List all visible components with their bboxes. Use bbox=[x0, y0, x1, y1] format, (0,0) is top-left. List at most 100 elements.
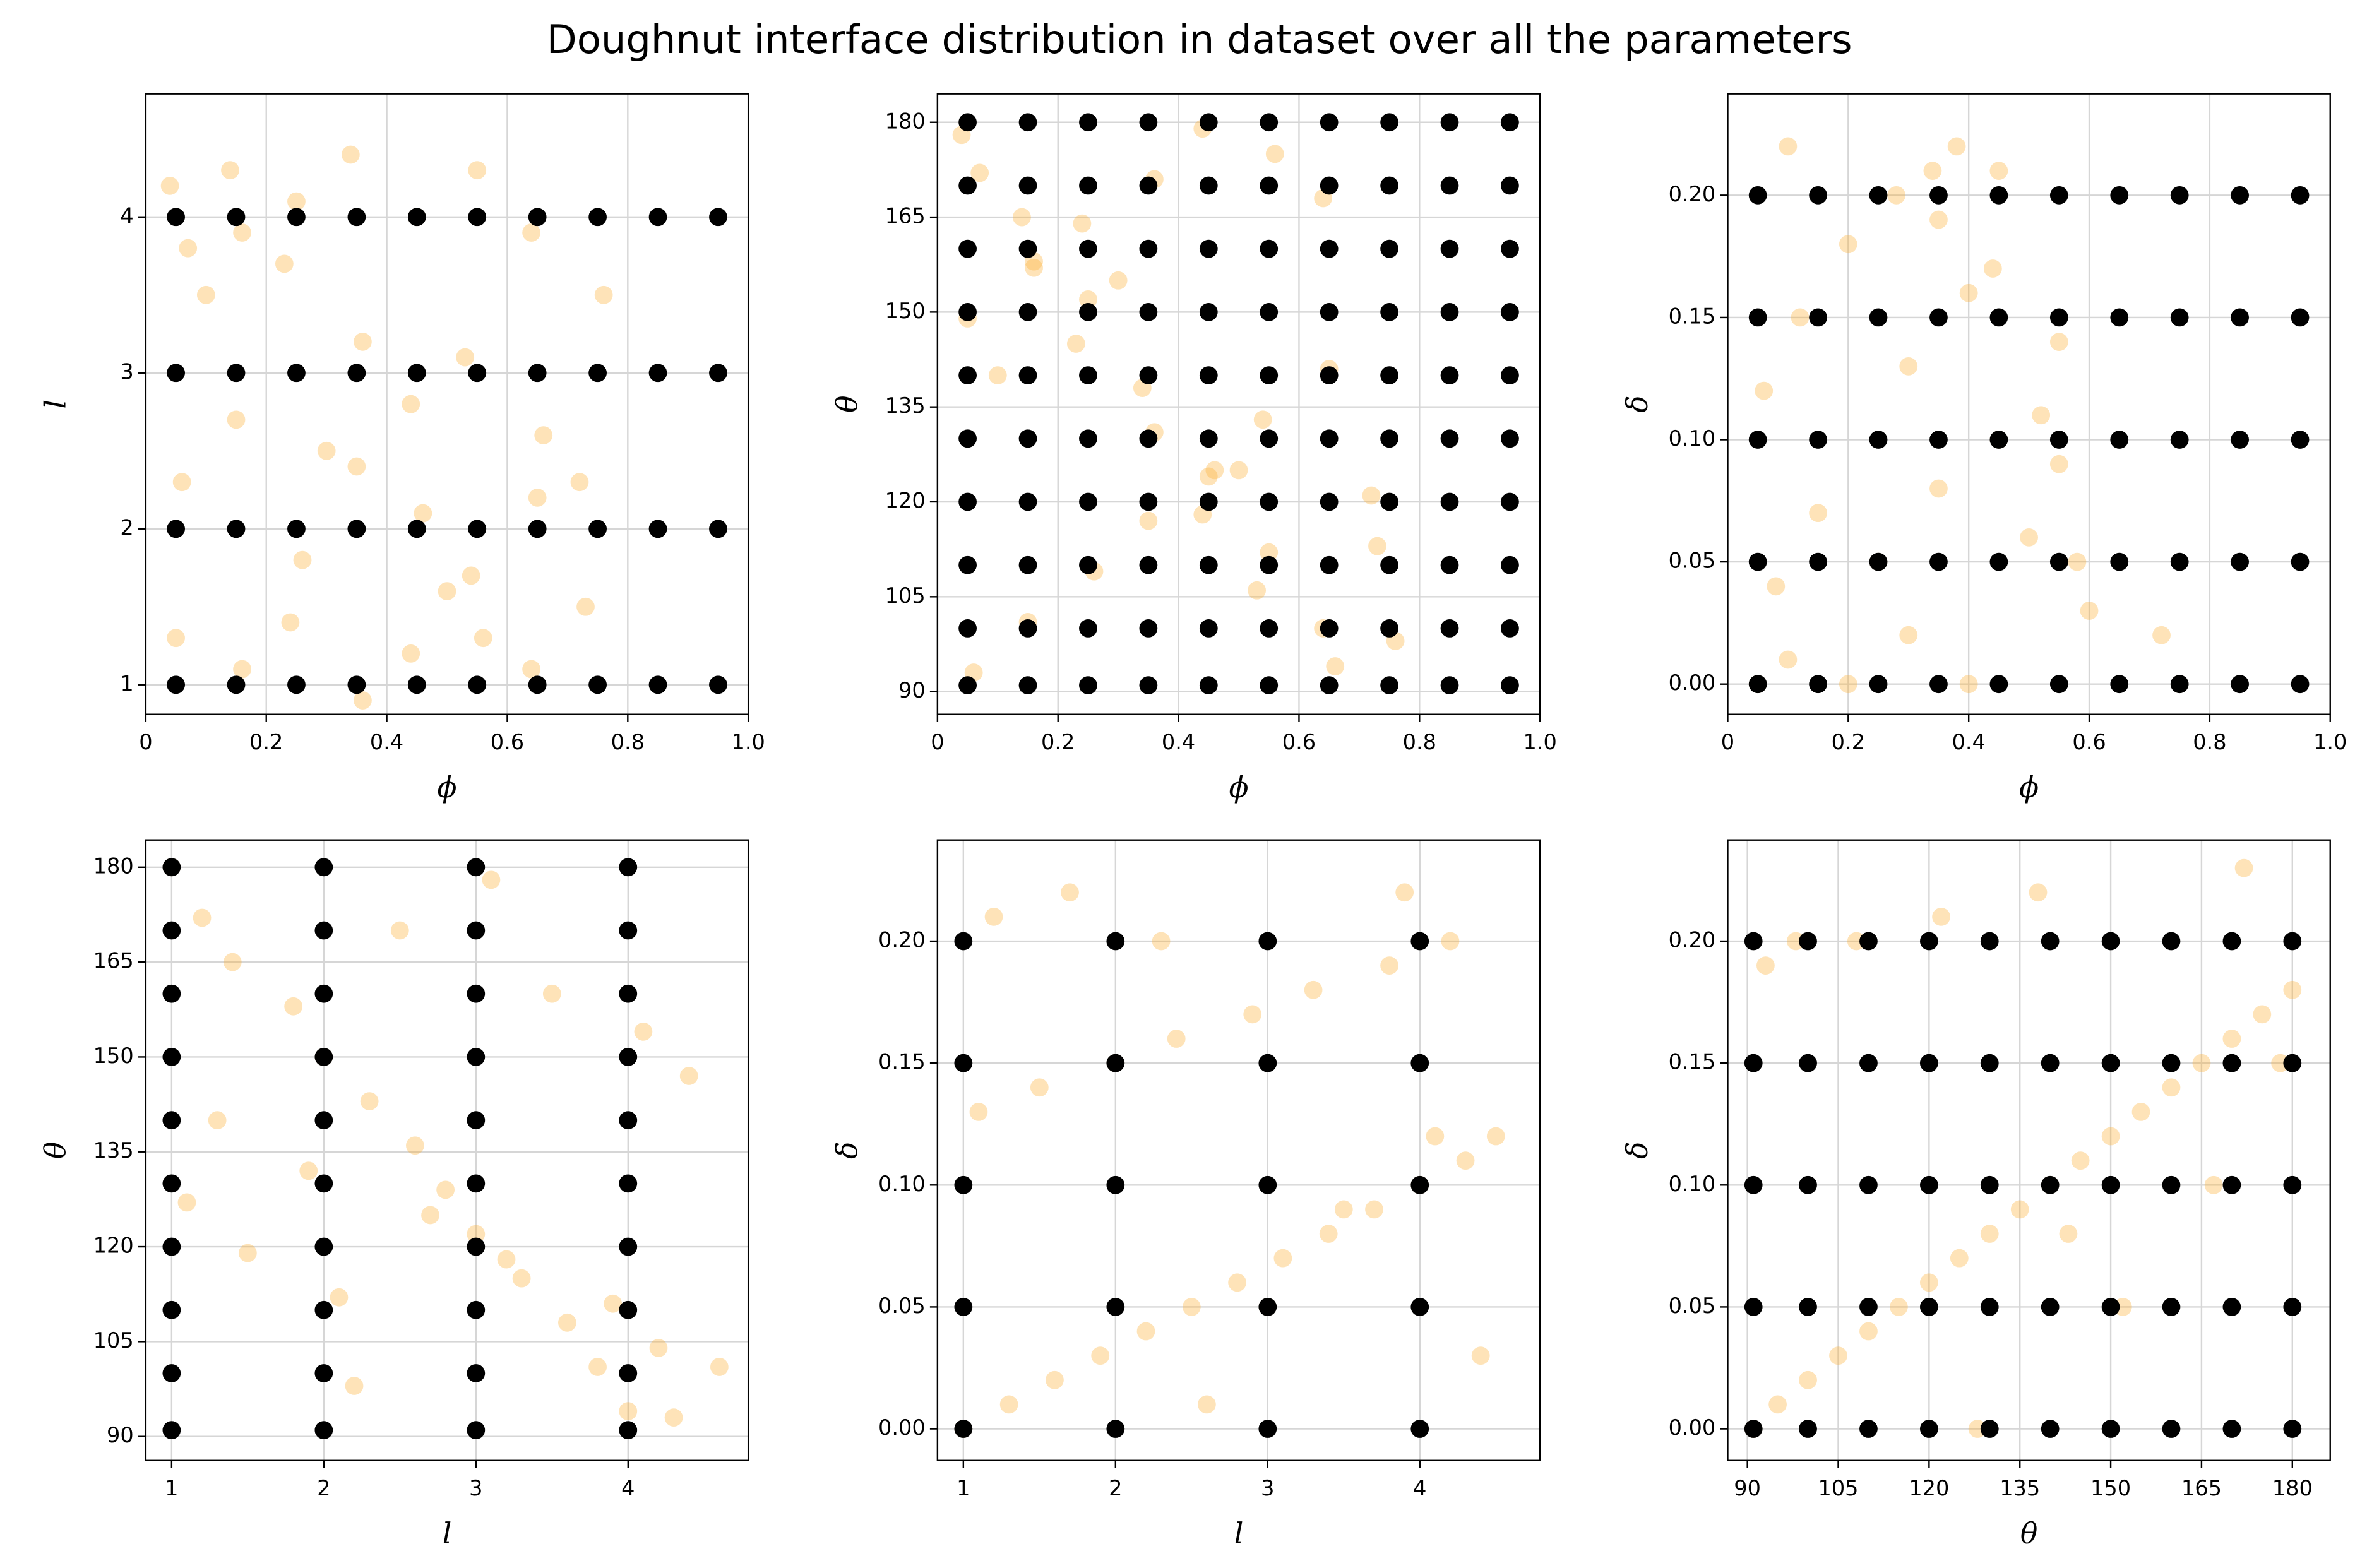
grid-point bbox=[1260, 555, 1279, 574]
grid-point bbox=[314, 1111, 333, 1130]
sample-point bbox=[1839, 675, 1857, 694]
sample-point bbox=[482, 870, 501, 889]
sample-point bbox=[275, 254, 294, 273]
x-tick-label: 0.4 bbox=[1162, 730, 1195, 754]
sample-point bbox=[1929, 479, 1948, 498]
sample-point bbox=[1756, 956, 1775, 975]
grid-point bbox=[467, 1300, 486, 1319]
grid-point bbox=[619, 1237, 638, 1256]
sample-point bbox=[1260, 543, 1279, 562]
sample-point bbox=[402, 395, 420, 413]
grid-point bbox=[162, 858, 181, 877]
grid-point bbox=[958, 555, 977, 574]
grid-point bbox=[1199, 113, 1218, 132]
sample-point bbox=[1304, 980, 1323, 999]
sample-point bbox=[2049, 454, 2068, 473]
y-tick-label: 0.00 bbox=[1669, 670, 1716, 695]
x-tick-label: 0.2 bbox=[1041, 730, 1075, 754]
sample-point bbox=[1253, 410, 1272, 429]
grid-point bbox=[167, 364, 185, 383]
sample-point bbox=[177, 1193, 196, 1212]
grid-point bbox=[1079, 676, 1097, 694]
y-tick-label: 0.15 bbox=[1669, 304, 1716, 328]
sample-point bbox=[1859, 1322, 1878, 1341]
grid-point bbox=[1139, 366, 1158, 384]
grid-point bbox=[958, 239, 977, 258]
sample-point bbox=[1091, 1346, 1110, 1365]
grid-point bbox=[1139, 492, 1158, 511]
grid-point bbox=[1748, 675, 1767, 694]
grid-point bbox=[1260, 676, 1279, 694]
grid-point bbox=[1869, 431, 1888, 449]
grid-point bbox=[2222, 1298, 2241, 1316]
sample-point bbox=[970, 163, 989, 182]
x-tick-label: 0 bbox=[1721, 730, 1734, 754]
plot-frame bbox=[1727, 839, 2331, 1461]
sample-point bbox=[299, 1161, 318, 1180]
x-tick-label: 90 bbox=[1734, 1476, 1761, 1500]
grid-point bbox=[467, 1364, 486, 1382]
sample-point bbox=[221, 161, 239, 180]
grid-point bbox=[467, 858, 486, 877]
subplot: 90 105 120 135 150 165 180 0.00 0.05 0.10 0.15 0.20… bbox=[1621, 839, 2331, 1550]
grid-point bbox=[1799, 1298, 1817, 1316]
x-tick-label: 0.8 bbox=[611, 730, 645, 754]
grid-point bbox=[2041, 932, 2060, 951]
x-tick-label: 2 bbox=[1109, 1476, 1122, 1500]
grid-point bbox=[1380, 113, 1398, 132]
sample-point bbox=[984, 908, 1003, 926]
grid-point bbox=[1079, 176, 1097, 195]
grid-point bbox=[2101, 1175, 2120, 1194]
sample-point bbox=[1025, 258, 1043, 277]
sample-point bbox=[345, 1377, 364, 1395]
sample-point bbox=[534, 426, 553, 444]
x-tick-label: 1.0 bbox=[1523, 730, 1556, 754]
grid-point bbox=[1989, 308, 2008, 327]
y-axis-label: l bbox=[39, 400, 72, 409]
grid-point bbox=[2222, 1175, 2241, 1194]
grid-point bbox=[1139, 619, 1158, 638]
x-axis-label: l bbox=[443, 1517, 452, 1550]
sample-point bbox=[2020, 528, 2038, 547]
sample-point bbox=[284, 997, 303, 1016]
grid-point bbox=[1018, 302, 1037, 321]
sample-point bbox=[1887, 186, 1906, 205]
grid-point bbox=[1320, 619, 1339, 638]
grid-point bbox=[1501, 619, 1519, 638]
x-tick-label: 0.2 bbox=[249, 730, 283, 754]
grid-point bbox=[314, 1364, 333, 1382]
grid-point bbox=[648, 208, 667, 227]
y-tick-label: 0.10 bbox=[878, 1172, 926, 1196]
sample-point bbox=[360, 1092, 379, 1110]
sample-point bbox=[512, 1269, 531, 1288]
grid-point bbox=[1440, 619, 1459, 638]
grid-point bbox=[2170, 308, 2189, 327]
sample-point bbox=[1139, 511, 1158, 530]
sample-point bbox=[436, 1180, 455, 1199]
grid-point bbox=[958, 366, 977, 384]
grid-point bbox=[619, 1048, 638, 1066]
grid-point bbox=[2283, 1054, 2302, 1072]
y-tick-label: 180 bbox=[885, 109, 926, 133]
grid-point bbox=[1139, 302, 1158, 321]
y-tick-label: 165 bbox=[885, 204, 926, 229]
grid-point bbox=[1139, 429, 1158, 448]
sample-point bbox=[1109, 271, 1128, 290]
sample-point bbox=[1829, 1346, 1847, 1365]
grid-point bbox=[2231, 186, 2249, 205]
y-tick-label: 135 bbox=[93, 1138, 134, 1163]
grid-point bbox=[467, 1111, 486, 1130]
x-axis-label: l bbox=[1234, 1517, 1244, 1550]
grid-point bbox=[958, 492, 977, 511]
grid-point bbox=[287, 364, 306, 383]
sample-point bbox=[390, 921, 409, 940]
sample-point bbox=[1471, 1346, 1490, 1365]
sample-point bbox=[522, 223, 541, 242]
x-tick-label: 105 bbox=[1818, 1476, 1858, 1500]
grid-point bbox=[347, 675, 366, 694]
grid-point bbox=[954, 1420, 973, 1438]
grid-point bbox=[2283, 932, 2302, 951]
grid-point bbox=[2222, 1420, 2241, 1438]
grid-point bbox=[2291, 675, 2310, 694]
